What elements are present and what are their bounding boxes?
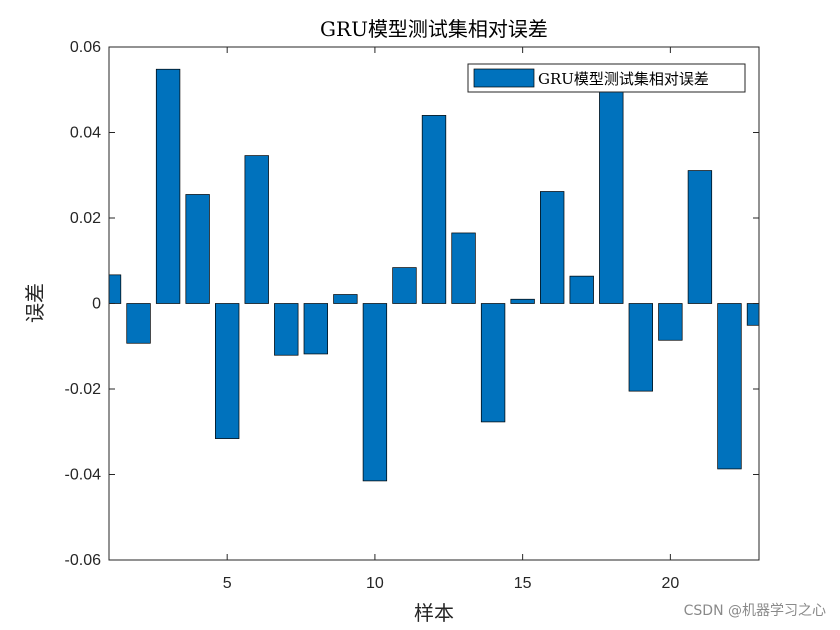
bar-17 <box>569 275 594 304</box>
x-tick-label: 15 <box>514 575 532 592</box>
y-tick-label: -0.06 <box>65 552 102 569</box>
bar-16 <box>540 191 565 304</box>
legend-entry: GRU模型测试集相对误差 <box>538 70 709 88</box>
y-tick-label: 0.02 <box>70 210 101 227</box>
bar-5 <box>215 303 240 439</box>
legend: GRU模型测试集相对误差 <box>467 63 746 93</box>
bar-20 <box>658 303 683 341</box>
watermark: CSDN @机器学习之心 <box>684 603 826 619</box>
bar-8 <box>303 303 328 355</box>
y-tick-label: 0.04 <box>70 125 101 142</box>
y-axis: -0.06 -0.04 -0.02 0 0.02 0.04 0.06 <box>65 39 759 569</box>
x-tick-label: 5 <box>223 575 232 592</box>
bar-22 <box>717 303 742 470</box>
x-tick-label: 10 <box>366 575 384 592</box>
y-axis-label: 误差 <box>23 283 47 323</box>
bar-13 <box>451 232 476 304</box>
x-axis: 5 10 15 20 <box>223 47 679 592</box>
bar-18 <box>599 87 624 304</box>
legend-swatch <box>473 68 535 88</box>
bar-14 <box>480 303 506 423</box>
bar-21 <box>687 170 713 304</box>
bars-group <box>109 68 759 482</box>
y-tick-label: 0 <box>92 296 101 313</box>
x-axis-label: 样本 <box>414 601 454 625</box>
y-tick-label: -0.04 <box>65 467 102 484</box>
y-tick-label: -0.02 <box>65 381 102 398</box>
bar-3 <box>155 68 181 304</box>
bar-19 <box>628 303 653 392</box>
bar-7 <box>274 303 299 356</box>
bar-6 <box>244 155 269 304</box>
bar-9 <box>333 294 358 304</box>
bar-10 <box>362 303 388 482</box>
bar-1 <box>109 274 122 304</box>
bar-12 <box>421 115 447 304</box>
y-tick-label: 0.06 <box>70 39 101 56</box>
bar-11 <box>392 267 417 304</box>
bar-2 <box>126 303 151 344</box>
x-tick-label: 20 <box>661 575 679 592</box>
bar-4 <box>185 194 210 304</box>
bar-15 <box>510 298 535 304</box>
chart-title: GRU模型测试集相对误差 <box>320 17 548 41</box>
